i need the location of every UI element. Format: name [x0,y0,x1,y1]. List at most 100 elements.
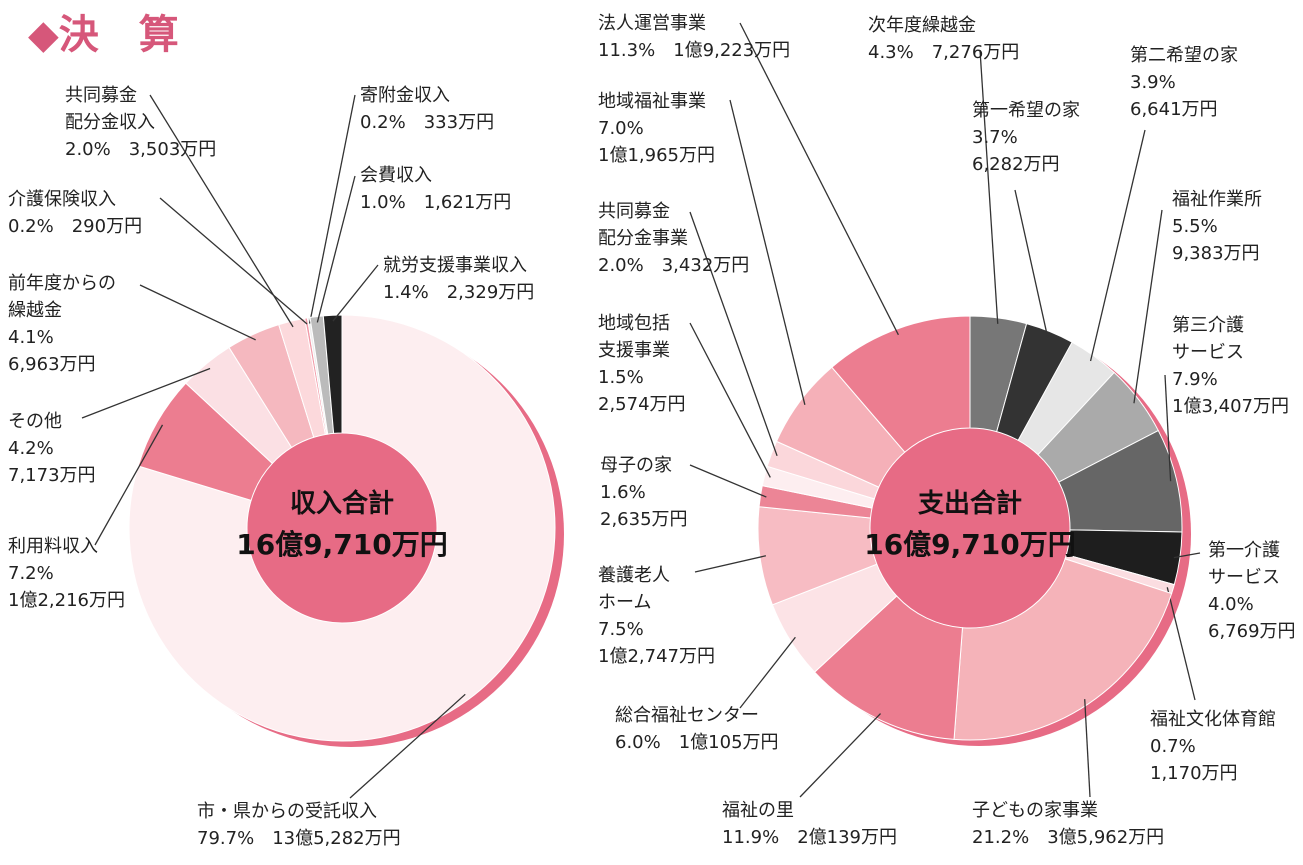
category-label: 次年度繰越金 [868,15,976,36]
category-label: 第一希望の家 [972,100,1080,121]
amount-label: 290万円 [72,216,142,237]
leader-line [740,637,795,708]
category-label: 福祉作業所 [1172,189,1262,210]
category-label: 福祉の里 [722,800,794,821]
amount-label: 3,432万円 [662,255,750,276]
category-label: 就労支援事業収入 [383,255,527,276]
value-label: 0.2% [8,216,54,237]
center-total: 16億9,710万円 [864,528,1076,561]
value-label: 6.0% [615,732,661,753]
amount-label: 2億139万円 [797,827,897,848]
value-label: 3.9% [1130,72,1176,93]
value-label: 7.0% [598,118,644,139]
slice-label: 地域包括 支援事業 1.5% 2,574万円 [598,310,686,418]
amount-label: 6,641万円 [1130,99,1218,120]
value-label: 1.5% [598,367,644,388]
category-label: 子どもの家事業 [972,800,1098,821]
category-label: 地域包括 支援事業 [598,313,670,361]
page-title: ◆決 算 [28,2,179,60]
amount-label: 2,635万円 [600,509,688,530]
leader-line [310,95,355,324]
slice-label: 共同募金 配分金収入 2.0% 3,503万円 [65,82,216,163]
category-label: 総合福祉センター [615,705,759,726]
category-label: 第二希望の家 [1130,45,1238,66]
value-label: 3.7% [972,127,1018,148]
amount-label: 1億9,223万円 [673,40,790,61]
slice-label: 会費収入1.0% 1,621万円 [360,162,511,216]
value-label: 1.0% [360,192,406,213]
amount-label: 1億3,407万円 [1172,396,1289,417]
amount-label: 2,574万円 [598,394,686,415]
slice-label: 第一希望の家 3.7% 6,282万円 [972,97,1080,178]
leader-line [333,265,378,321]
value-label: 11.9% [722,827,779,848]
center-title: 収入合計 [290,489,394,519]
amount-label: 6,769万円 [1208,621,1296,642]
value-label: 0.2% [360,112,406,133]
amount-label: 1億2,747万円 [598,646,715,667]
value-label: 1.6% [600,482,646,503]
leader-line [140,285,256,340]
leader-line [1015,190,1048,337]
slice-label: 福祉の里 11.9% 2億139万円 [722,797,897,851]
value-label: 5.5% [1172,216,1218,237]
value-label: 4.0% [1208,594,1254,615]
category-label: 第三介護 サービス [1172,315,1244,363]
category-label: 寄附金収入 [360,85,450,106]
leader-line [980,50,998,324]
category-label: 福祉文化体育館 [1150,709,1276,730]
value-label: 7.9% [1172,369,1218,390]
leader-line [1134,210,1162,403]
amount-label: 6,282万円 [972,154,1060,175]
page: ◆決 算 市・県からの受託収入79.7% 13億5,282万円利用料収入7.2%… [0,0,1303,865]
value-label: 7.2% [8,563,54,584]
leader-line [690,323,770,477]
amount-label: 7,276万円 [932,42,1020,63]
slice-label: 次年度繰越金 4.3% 7,276万円 [868,12,1019,66]
leader-line [690,465,766,497]
amount-label: 3,503万円 [129,139,217,160]
value-label: 2.0% [65,139,111,160]
category-label: 法人運営事業 [598,13,706,34]
slice-label: 第二希望の家 3.9% 6,641万円 [1130,42,1238,123]
amount-label: 9,383万円 [1172,243,1260,264]
value-label: 4.2% [8,438,54,459]
slice-label: 総合福祉センター 6.0% 1億105万円 [615,702,779,756]
value-label: 0.7% [1150,736,1196,757]
slice-label: 地域福祉事業 7.0% 1億1,965万円 [598,88,715,169]
leader-line [1167,587,1195,700]
leader-line [1091,130,1145,361]
slice-label: 前年度からの 繰越金 4.1% 6,963万円 [8,270,116,378]
category-label: 介護保険収入 [8,189,116,210]
center-title: 支出合計 [918,489,1022,519]
center-label: 支出合計 16億9,710万円 [850,483,1090,570]
slice-label: 第三介護 サービス 7.9% 1億3,407万円 [1172,312,1289,420]
category-label: 前年度からの 繰越金 [8,273,116,321]
leader-line [800,714,881,797]
amount-label: 1億105万円 [679,732,779,753]
value-label: 4.1% [8,327,54,348]
category-label: 会費収入 [360,165,432,186]
value-label: 21.2% [972,827,1029,848]
amount-label: 1億2,216万円 [8,590,125,611]
amount-label: 1億1,965万円 [598,145,715,166]
value-label: 79.7% [197,828,254,849]
center-label: 収入合計 16億9,710万円 [222,483,462,570]
value-label: 4.3% [868,42,914,63]
center-total: 16億9,710万円 [236,528,448,561]
amount-label: 6,963万円 [8,354,96,375]
category-label: 共同募金 配分金収入 [65,85,155,133]
amount-label: 7,173万円 [8,465,96,486]
category-label: その他 [8,411,62,432]
slice-label: 介護保険収入 0.2% 290万円 [8,186,142,240]
category-label: 地域福祉事業 [598,91,706,112]
value-label: 7.5% [598,619,644,640]
slice-label: 法人運営事業11.3% 1億9,223万円 [598,10,790,64]
